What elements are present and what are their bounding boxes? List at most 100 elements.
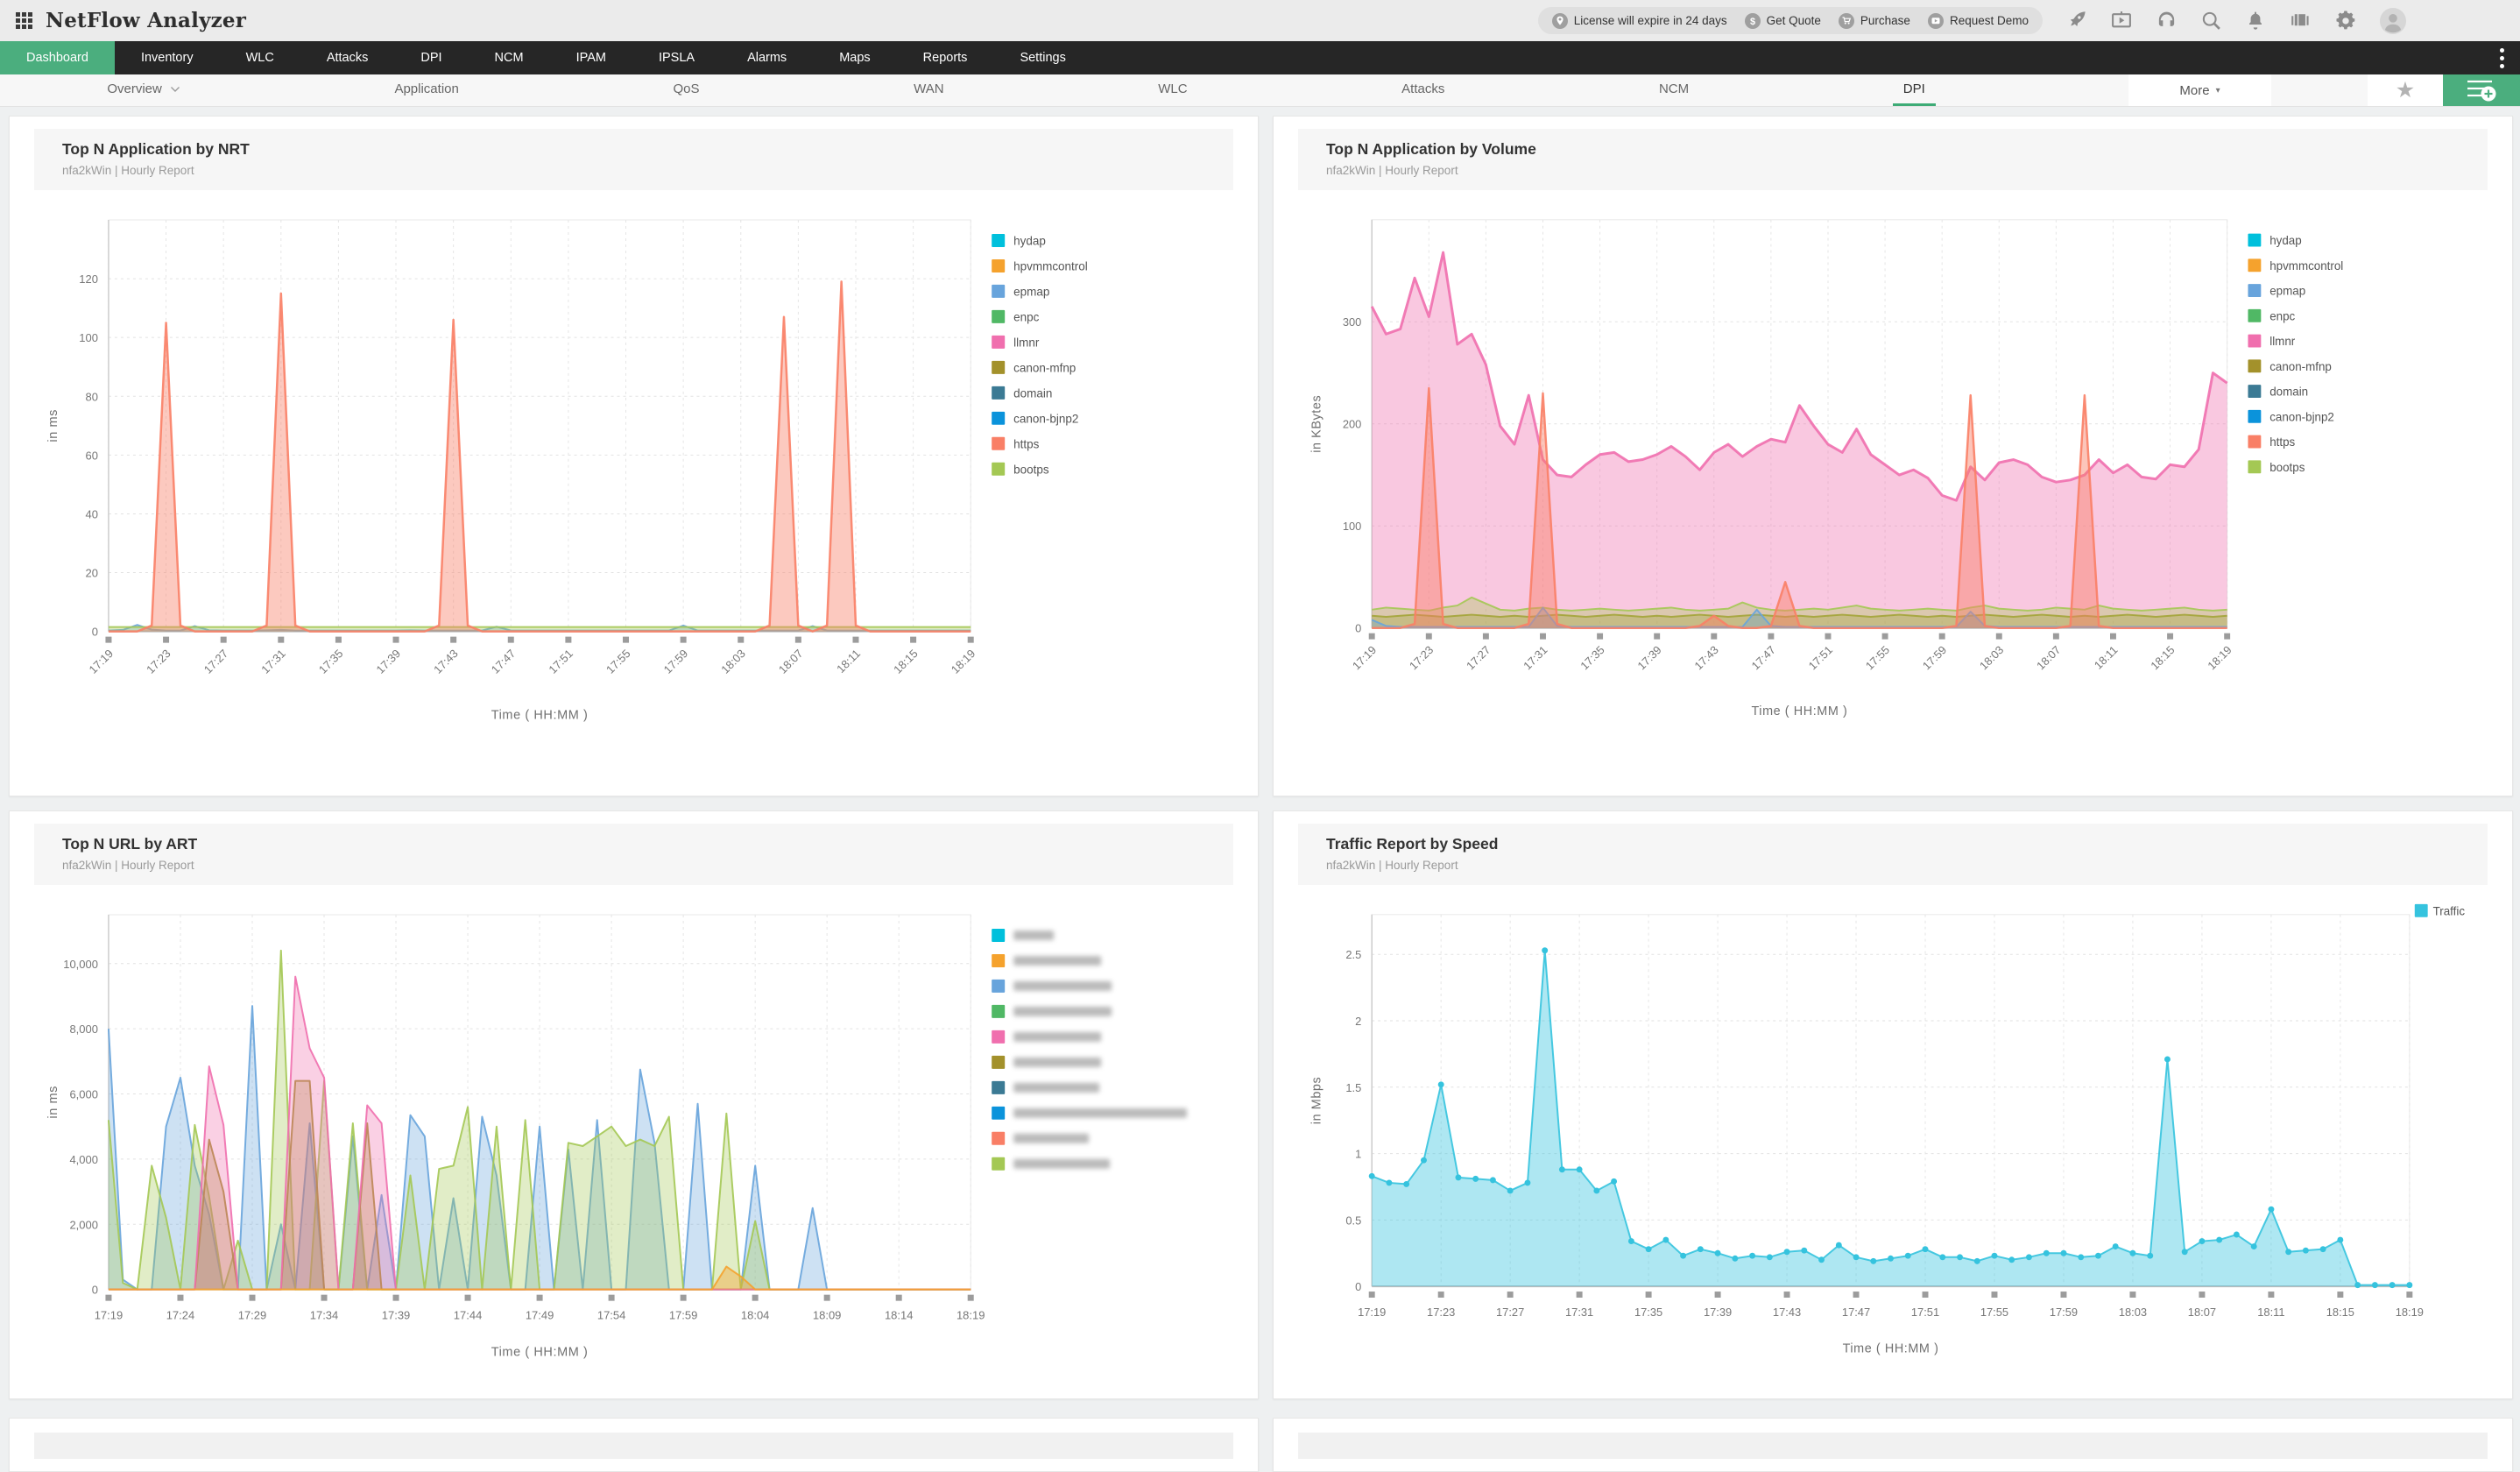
subnav-more-button[interactable]: More ▾ bbox=[2128, 74, 2271, 106]
nav-tab-dashboard[interactable]: Dashboard bbox=[0, 41, 115, 74]
request-demo-button[interactable]: Request Demo bbox=[1927, 12, 2029, 29]
series-llmnr-area[interactable] bbox=[1372, 252, 2227, 628]
legend-item[interactable]: https bbox=[992, 436, 1040, 450]
subnav-item-wlc[interactable]: WLC bbox=[1147, 74, 1197, 106]
license-status: License will expire in 24 days bbox=[1551, 12, 1727, 29]
top-n-url-by-art-svg[interactable]: 0 2,000 4,000 6,000 8,000 10,000 17:19 17:24 17:… bbox=[25, 895, 1242, 1373]
series-https-line[interactable] bbox=[1372, 386, 2227, 629]
legend-item[interactable]: domain bbox=[992, 386, 1052, 400]
nav-tab-inventory[interactable]: Inventory bbox=[140, 51, 194, 65]
support-headset-icon[interactable] bbox=[2156, 10, 2178, 32]
subnav-item-overview[interactable]: Overview bbox=[96, 74, 191, 106]
legend-item[interactable]: https bbox=[2248, 435, 2296, 449]
legend-item[interactable] bbox=[992, 1106, 1188, 1120]
url-art-chart[interactable]: 0 2,000 4,000 6,000 8,000 10,000 17:19 17:24 17:… bbox=[25, 895, 1242, 1373]
top-n-application-by-volume-svg[interactable]: 0 100 200 300 17:19 17:23 17:27 17:31 17:35 17:39… bbox=[1289, 201, 2496, 731]
legend-item[interactable]: epmap bbox=[992, 284, 1049, 298]
legend-item[interactable] bbox=[992, 1055, 1102, 1069]
legend-item[interactable]: canon-mfnp bbox=[2248, 359, 2332, 373]
nav-tab-alarms[interactable]: Alarms bbox=[747, 51, 787, 65]
notifications-bell-icon[interactable] bbox=[2245, 10, 2266, 32]
legend-label: canon-bjnp2 bbox=[2269, 410, 2334, 423]
volume-chart[interactable]: 0 100 200 300 17:19 17:23 17:27 17:31 17:35 17:39… bbox=[1289, 201, 2496, 731]
legend-item[interactable] bbox=[992, 1131, 1090, 1145]
legend-item[interactable] bbox=[992, 1030, 1102, 1044]
legend-item[interactable]: enpc bbox=[992, 309, 1040, 323]
subnav-item-dpi[interactable]: DPI bbox=[1892, 74, 1936, 106]
nav-overflow-menu-icon[interactable] bbox=[2500, 48, 2504, 68]
user-avatar[interactable] bbox=[2380, 7, 2406, 34]
legend-label: enpc bbox=[1013, 310, 1039, 323]
legend-label-redacted bbox=[1013, 1006, 1112, 1016]
subnav-item-qos[interactable]: QoS bbox=[662, 74, 709, 106]
series-llmnr-line[interactable] bbox=[1370, 251, 2228, 502]
search-icon[interactable] bbox=[2200, 10, 2222, 32]
subnav-item-application[interactable]: Application bbox=[384, 74, 469, 106]
subnav-item-attacks[interactable]: Attacks bbox=[1391, 74, 1455, 106]
series-bootps-area[interactable] bbox=[1372, 597, 2227, 628]
legend-item[interactable]: canon-mfnp bbox=[992, 360, 1076, 374]
nrt-chart[interactable]: 0 20 40 60 80 100 120 17:19 17:23 17:27 17:31 17:35… bbox=[25, 201, 1242, 735]
legend-item[interactable]: llmnr bbox=[2248, 334, 2296, 348]
nav-tab-maps[interactable]: Maps bbox=[839, 51, 871, 65]
legend-item[interactable] bbox=[992, 1004, 1112, 1018]
legend-item[interactable]: hpvmmcontrol bbox=[992, 258, 1088, 272]
series-https-area[interactable] bbox=[1372, 388, 2227, 628]
legend-item[interactable]: canon-bjnp2 bbox=[2248, 409, 2334, 423]
legend-item[interactable]: domain bbox=[2248, 385, 2308, 399]
legend-item[interactable] bbox=[992, 928, 1055, 942]
nav-tab-wlc[interactable]: WLC bbox=[245, 51, 274, 65]
top-n-application-by-nrt-svg[interactable]: 0 20 40 60 80 100 120 17:19 17:23 17:27 17:31 17:35… bbox=[25, 201, 1242, 735]
legend-item[interactable] bbox=[992, 1157, 1111, 1171]
legend-item[interactable]: hpvmmcontrol bbox=[2248, 258, 2343, 272]
series-epmap-area[interactable] bbox=[108, 1006, 971, 1290]
series-llmnr-area[interactable] bbox=[108, 976, 971, 1290]
series-canon-mfnp-line[interactable] bbox=[1372, 613, 2227, 618]
svg-text:17:51: 17:51 bbox=[1911, 1306, 1939, 1319]
nav-tab-dpi[interactable]: DPI bbox=[420, 51, 442, 65]
settings-gear-icon[interactable] bbox=[2334, 10, 2357, 32]
apps-grid-icon[interactable] bbox=[16, 12, 32, 29]
legend-item[interactable] bbox=[992, 953, 1102, 967]
widgets-icon[interactable] bbox=[2289, 10, 2312, 32]
nav-tab-attacks[interactable]: Attacks bbox=[326, 51, 369, 65]
svg-text:17:59: 17:59 bbox=[2050, 1306, 2078, 1319]
series-https-line[interactable] bbox=[108, 280, 971, 633]
svg-text:in Mbps: in Mbps bbox=[1310, 1077, 1324, 1124]
legend-item[interactable] bbox=[992, 1080, 1100, 1094]
series-canon-mfnp-area[interactable] bbox=[1372, 614, 2227, 628]
nav-tab-ipsla[interactable]: IPSLA bbox=[658, 51, 695, 65]
legend-item[interactable]: hydap bbox=[2248, 233, 2302, 247]
legend-item[interactable]: llmnr bbox=[992, 335, 1040, 349]
demo-video-icon[interactable] bbox=[2110, 10, 2133, 32]
add-dashboard-button[interactable] bbox=[2443, 74, 2520, 106]
nav-tab-reports[interactable]: Reports bbox=[922, 51, 968, 65]
legend-item[interactable]: Traffic bbox=[2414, 903, 2466, 917]
nav-tab-ipam[interactable]: IPAM bbox=[575, 51, 606, 65]
subnav-item-label: WAN bbox=[914, 81, 944, 96]
series-hpvmmcontrol-line[interactable] bbox=[108, 1265, 971, 1291]
legend-item[interactable] bbox=[992, 979, 1112, 993]
series-https-area[interactable] bbox=[108, 281, 971, 632]
nav-tab-ncm[interactable]: NCM bbox=[494, 51, 524, 65]
traffic-report-by-speed-svg[interactable]: 0 0.5 1 1.5 2 2.5 17:19 17:23 17:27 17:31 17:35 17:… bbox=[1289, 895, 2496, 1369]
traffic-speed-chart[interactable]: 0 0.5 1 1.5 2 2.5 17:19 17:23 17:27 17:31 17:35 17:… bbox=[1289, 895, 2496, 1369]
legend-item[interactable]: canon-bjnp2 bbox=[992, 411, 1078, 425]
svg-text:17:54: 17:54 bbox=[597, 1309, 626, 1322]
series-epmap-area[interactable] bbox=[1372, 607, 2227, 628]
legend-item[interactable]: hydap bbox=[992, 233, 1046, 247]
get-quote-button[interactable]: $ Get Quote bbox=[1744, 12, 1821, 29]
svg-text:17:19: 17:19 bbox=[86, 647, 116, 676]
subnav-item-ncm[interactable]: NCM bbox=[1648, 74, 1699, 106]
legend-item[interactable]: bootps bbox=[992, 462, 1049, 476]
favorite-star-button[interactable]: ★ bbox=[2368, 74, 2443, 106]
legend-item[interactable]: enpc bbox=[2248, 308, 2296, 322]
series-bootps-area[interactable] bbox=[108, 950, 971, 1290]
legend-item[interactable]: epmap bbox=[2248, 284, 2305, 298]
purchase-button[interactable]: Purchase bbox=[1838, 12, 1910, 29]
legend-item[interactable]: bootps bbox=[2248, 460, 2305, 474]
subnav-item-wan[interactable]: WAN bbox=[903, 74, 954, 106]
nav-tab-settings[interactable]: Settings bbox=[1020, 51, 1066, 65]
series-bootps-line[interactable] bbox=[1372, 596, 2227, 612]
rocket-icon[interactable] bbox=[2065, 10, 2087, 32]
